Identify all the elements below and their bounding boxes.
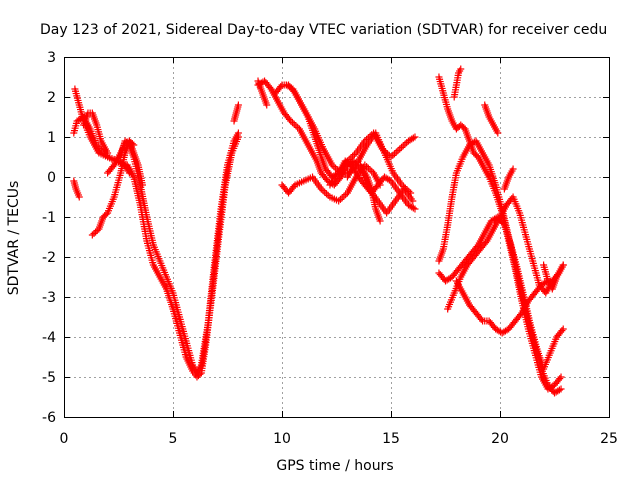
data-point [92,228,100,236]
data-series [450,65,465,101]
data-point [234,101,242,109]
data-series [452,277,558,337]
data-series [343,161,384,225]
data-point [376,217,384,225]
data-point [409,134,417,142]
data-point [557,385,565,393]
data-point [482,239,490,247]
data-series [230,101,242,125]
data-point [196,370,204,378]
data-point [457,65,465,73]
data-series [481,101,502,137]
data-point [409,197,417,205]
data-point [104,149,112,157]
data-point [411,133,419,141]
data-point [555,386,563,394]
y-tick-label: -5 [42,370,56,386]
data-point [558,327,566,335]
data-point [90,230,98,237]
x-tick-label: 20 [491,431,509,447]
data-point [285,115,293,123]
data-point [109,163,117,171]
data-series [278,161,384,205]
x-tick-label: 25 [600,431,618,447]
y-tick-label: -3 [42,290,56,306]
data-point [266,83,274,91]
y-tick-label: 3 [47,50,56,66]
y-tick-label: 1 [47,130,56,146]
x-tick-label: 15 [382,431,400,447]
data-point [376,181,384,189]
data-point [407,189,415,197]
data-point [277,83,285,91]
data-point [516,311,524,319]
data-point [494,129,502,137]
y-tick-label: -6 [42,410,56,426]
data-point [385,176,393,184]
data-point [102,210,110,218]
x-tick-label: 5 [169,431,178,447]
tick-labels: 0 5 10 15 20 25 -6 -5 -4 -3 -2 -1 0 1 2 3 [42,50,618,447]
y-tick-label: -2 [42,250,56,266]
y-tick-label: 2 [47,90,56,106]
x-axis-label: GPS time / hours [276,458,393,474]
data-series [540,261,567,293]
data-point [88,231,96,239]
chart-title: Day 123 of 2021, Sidereal Day-to-day VTE… [40,22,607,38]
plot-frame [64,57,610,418]
x-tick-label: 10 [273,431,291,447]
data-point [234,133,242,141]
data-series [80,109,112,157]
y-axis-label: SDTVAR / TECUs [6,181,22,296]
data-point [557,373,565,381]
data-point [477,315,485,323]
data-series [500,165,517,193]
y-tick-label: -4 [42,330,56,346]
data-point [409,204,417,212]
data-point [499,219,507,227]
data-point [411,205,419,213]
data-point [559,325,567,333]
data-point [556,375,564,383]
data-point [559,261,567,269]
data-marks [70,65,567,397]
data-point [263,101,271,109]
y-tick-label: 0 [47,170,56,186]
data-point [509,165,517,173]
x-tick-label: 0 [60,431,69,447]
y-tick-label: -1 [42,210,56,226]
data-series [326,129,419,189]
data-point [75,193,83,201]
data-series [123,133,242,381]
data-series [70,177,83,201]
